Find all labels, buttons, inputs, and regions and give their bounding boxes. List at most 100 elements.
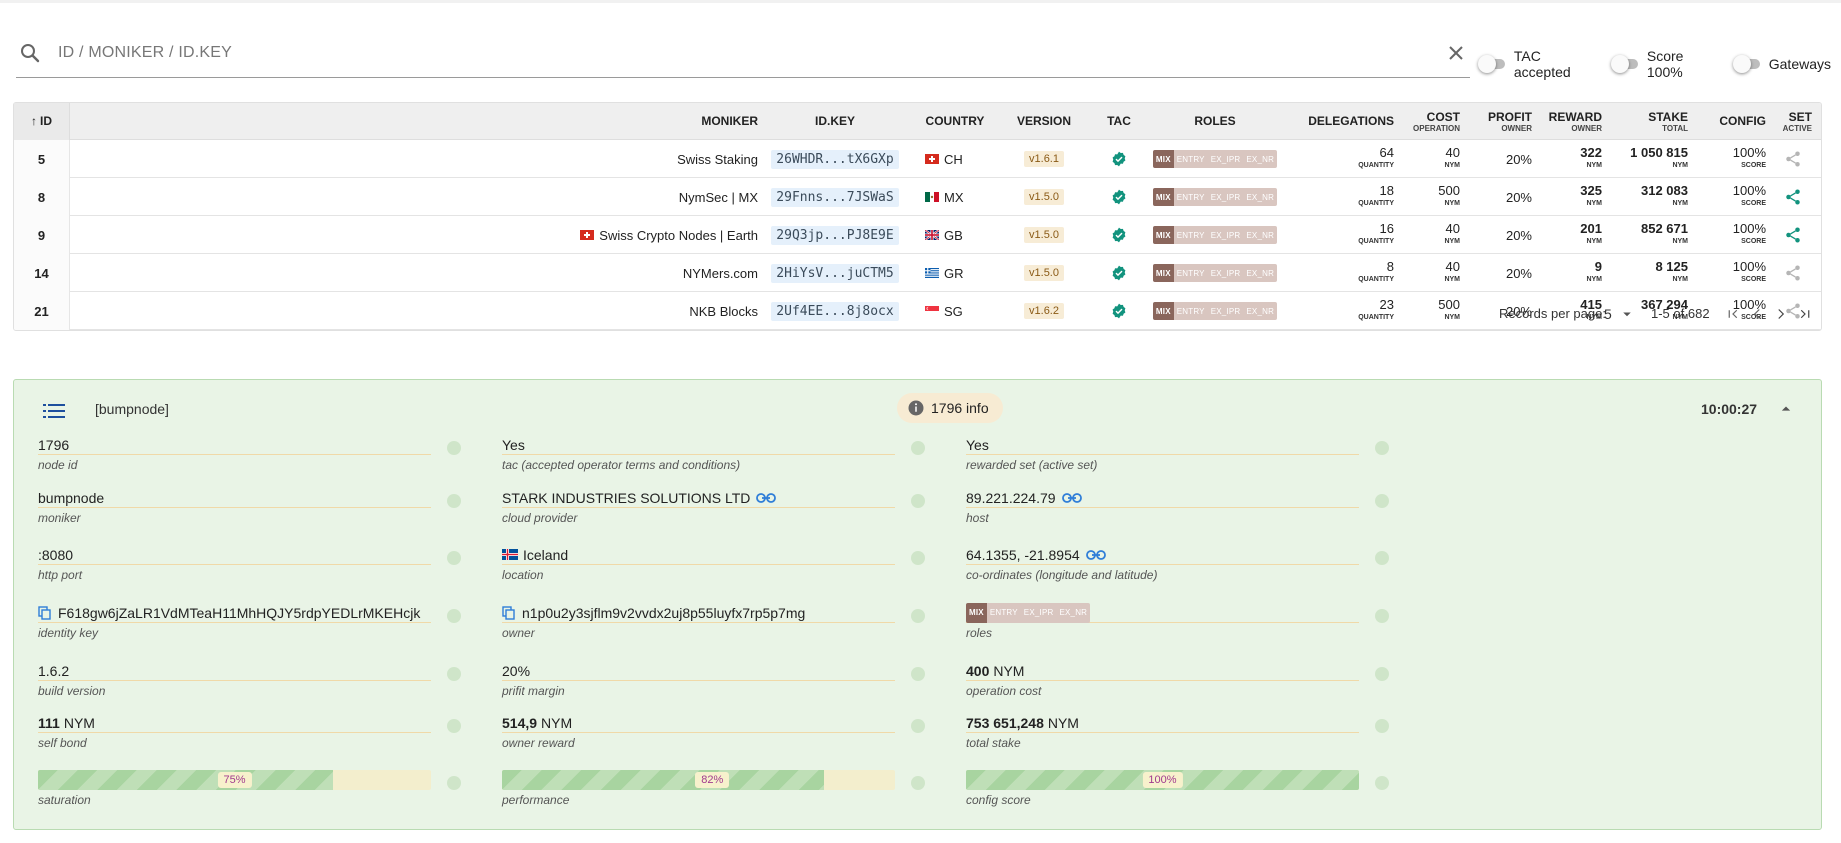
- role-entry: ENTRY: [1173, 302, 1208, 320]
- operation-cost: 400 NYM operation cost: [966, 661, 1389, 698]
- header-label: COUNTRY: [925, 114, 985, 128]
- sort-arrow-up-icon: ↑: [31, 114, 37, 128]
- cell-idkey[interactable]: 2HiYsV...juCTM5: [765, 254, 905, 292]
- cell-active-set[interactable]: [1770, 254, 1816, 292]
- saturation-bar: 75%: [38, 770, 431, 790]
- close-icon[interactable]: [1444, 41, 1468, 65]
- cell-config: 100% SCORE: [1732, 145, 1766, 169]
- role-mix: MIX: [1152, 226, 1174, 244]
- inactive-set-share-icon[interactable]: [1784, 302, 1802, 320]
- chevron-up-icon[interactable]: [1776, 399, 1796, 419]
- cell-active-set[interactable]: [1770, 292, 1816, 330]
- build-version-value: 1.6.2: [38, 661, 431, 681]
- copy-icon[interactable]: [502, 605, 516, 620]
- cell-cost: 500 NYM: [1438, 183, 1460, 207]
- status-dot-icon: [911, 551, 925, 565]
- column-country[interactable]: COUNTRY: [915, 103, 995, 140]
- cell-idkey[interactable]: 29Q3jp...PJ8E9E: [765, 216, 905, 254]
- cell-idkey[interactable]: 29Fnns...7JSWaS: [765, 178, 905, 216]
- cell-reward: 415 NYM: [1580, 297, 1602, 321]
- cell-active-set[interactable]: [1770, 216, 1816, 254]
- column-tac[interactable]: TAC: [1089, 103, 1149, 140]
- performance-label: performance: [502, 793, 570, 807]
- table-row[interactable]: 21 NKB Blocks 2Uf4EE...8j8ocx SG v1.6.2 MIX EN…: [14, 292, 1821, 330]
- info-chip[interactable]: 1796 info: [897, 393, 1003, 423]
- column-profit[interactable]: PROFIT OWNER: [1460, 103, 1532, 140]
- column-stake[interactable]: STAKE TOTAL: [1602, 103, 1688, 140]
- cell-active-set[interactable]: [1770, 140, 1816, 178]
- switch[interactable]: [1478, 55, 1506, 73]
- last-page-icon[interactable]: [1796, 305, 1814, 323]
- search-icon: [21, 43, 40, 62]
- column-cost[interactable]: COST OPERATION: [1394, 103, 1460, 140]
- column-config[interactable]: CONFIG: [1688, 103, 1766, 140]
- roles-badge: MIX ENTRY EX_IPR EX_NR: [1152, 150, 1278, 168]
- self-bond: 111 NYM self bond: [38, 713, 461, 750]
- prev-page-icon[interactable]: [1748, 305, 1766, 323]
- list-icon[interactable]: [42, 399, 66, 423]
- switch[interactable]: [1611, 55, 1639, 73]
- performance-percent: 82%: [695, 772, 730, 788]
- copy-icon[interactable]: [38, 605, 52, 620]
- role-entry: ENTRY: [1173, 188, 1208, 206]
- status-dot-icon: [1375, 441, 1389, 455]
- toggle-tac-accepted[interactable]: TAC accepted: [1478, 48, 1601, 80]
- roles-value: MIX ENTRY EX_IPR EX_NR: [966, 602, 1359, 623]
- column-delegations[interactable]: DELEGATIONS: [1280, 103, 1394, 140]
- cell-reward: 325 NYM: [1580, 183, 1602, 207]
- cell-active-set[interactable]: [1770, 178, 1816, 216]
- cell-moniker: Swiss Staking: [677, 151, 758, 167]
- rewarded-set: Yes rewarded set (active set): [966, 435, 1389, 472]
- cell-version: v1.6.1: [1004, 140, 1084, 178]
- search-input[interactable]: [58, 43, 1444, 62]
- role-ex-ipr: EX_IPR: [1207, 264, 1244, 282]
- column-version[interactable]: VERSION: [1004, 103, 1084, 140]
- first-page-icon[interactable]: [1724, 305, 1742, 323]
- link-icon[interactable]: [1061, 492, 1082, 504]
- switch[interactable]: [1732, 55, 1761, 73]
- column-idkey[interactable]: ID.KEY: [765, 103, 905, 140]
- cell-reward: 322 NYM: [1580, 145, 1602, 169]
- cell-country: SG: [925, 292, 995, 330]
- verified-check-icon: [1112, 151, 1126, 167]
- flag-is-icon: [502, 549, 518, 560]
- cell-moniker: NymSec | MX: [678, 189, 758, 205]
- cloud-provider: STARK INDUSTRIES SOLUTIONS LTD cloud prov…: [502, 488, 925, 525]
- cell-reward: 9 NYM: [1586, 259, 1602, 283]
- inactive-set-share-icon[interactable]: [1784, 150, 1802, 168]
- column-reward[interactable]: REWARD OWNER: [1532, 103, 1602, 140]
- column-roles[interactable]: ROLES: [1150, 103, 1280, 140]
- status-dot-icon: [1375, 667, 1389, 681]
- column-id[interactable]: ↑ ID: [14, 103, 70, 140]
- status-dot-icon: [911, 441, 925, 455]
- column-moniker[interactable]: MONIKER: [574, 103, 758, 140]
- status-dot-icon: [447, 494, 461, 508]
- next-page-icon[interactable]: [1772, 305, 1790, 323]
- link-icon[interactable]: [756, 492, 777, 504]
- status-dot-icon: [911, 776, 925, 790]
- cell-profit: 20%: [1505, 189, 1532, 205]
- table-row[interactable]: 8 NymSec | MX 29Fnns...7JSWaS MX v1.5.0 MIX EN…: [14, 178, 1821, 216]
- inactive-set-share-icon[interactable]: [1784, 264, 1802, 282]
- table-row[interactable]: 14 NYMers.com 2HiYsV...juCTM5 GR v1.5.0 MIX EN…: [14, 254, 1821, 292]
- role-ex-ipr: EX_IPR: [1207, 226, 1244, 244]
- link-icon[interactable]: [1085, 549, 1106, 561]
- config-score-percent: 100%: [1142, 772, 1183, 788]
- toggle-score-100[interactable]: Score 100%: [1611, 48, 1723, 80]
- records-per-page-select[interactable]: 5: [1604, 305, 1636, 323]
- status-dot-icon: [1375, 719, 1389, 733]
- self-bond-label: self bond: [38, 736, 87, 750]
- table-row[interactable]: 5 Swiss Staking 26WHDR...tX6GXp CH v1.6.1 MIX…: [14, 140, 1821, 178]
- active-set-share-icon[interactable]: [1784, 188, 1802, 206]
- cell-idkey[interactable]: 2Uf4EE...8j8ocx: [765, 292, 905, 330]
- toggle-gateways[interactable]: Gateways: [1732, 55, 1831, 73]
- moniker-label: moniker: [38, 511, 81, 525]
- table-row[interactable]: 9 Swiss Crypto Nodes | Earth 29Q3jp...PJ8E…: [14, 216, 1821, 254]
- status-dot-icon: [911, 494, 925, 508]
- column-set[interactable]: SET ACTIVE: [1766, 103, 1812, 140]
- active-set-share-icon[interactable]: [1784, 226, 1802, 244]
- status-dot-icon: [447, 441, 461, 455]
- cell-version: v1.5.0: [1004, 254, 1084, 292]
- cell-id: 14: [14, 254, 70, 292]
- cell-idkey[interactable]: 26WHDR...tX6GXp: [765, 140, 905, 178]
